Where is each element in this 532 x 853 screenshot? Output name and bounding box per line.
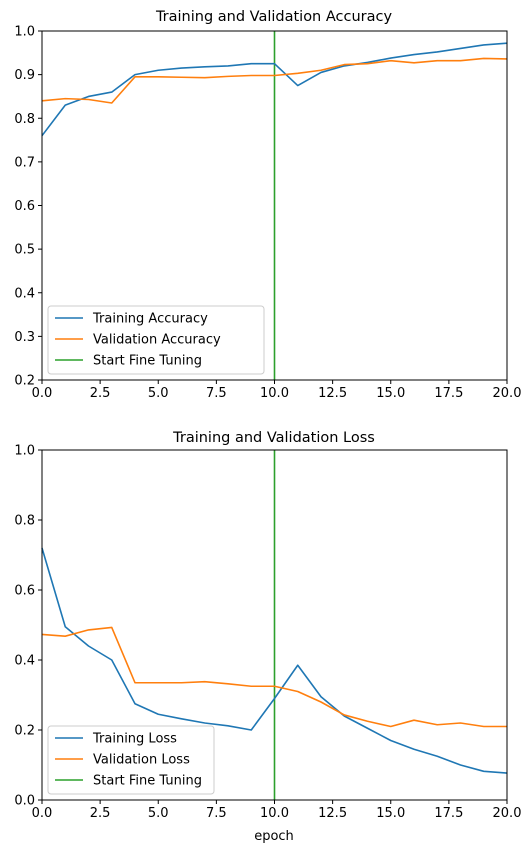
legend: Training Accuracy Validation Accuracy Star… [47,305,265,375]
x-tick-label: 15.0 [376,386,405,401]
legend-box [47,725,215,795]
legend-box [47,305,265,375]
x-tick-label: 2.5 [90,386,111,401]
x-tick-label: 10.0 [260,386,289,401]
x-tick-label: 0.0 [32,806,53,821]
legend-label: Validation Loss [93,753,190,768]
x-tick-label: 0.0 [32,386,53,401]
x-tick-label: 5.0 [148,386,169,401]
x-tick-label: 20.0 [493,386,522,401]
y-tick-label: 0.6 [14,584,35,599]
loss-chart: Training and Validation Loss 0.0 2.5 5.0 7.… [14,430,521,844]
y-tick-label: 0.8 [14,514,35,529]
plot-frame [41,449,508,801]
y-tick-label: 0.9 [14,68,35,83]
y-tick-label: 0.0 [14,794,35,809]
y-tick-label: 0.5 [14,243,35,258]
x-axis-label: epoch [254,829,294,844]
y-tick-label: 0.4 [14,654,35,669]
x-tick-label: 12.5 [318,386,347,401]
x-tick-label: 10.0 [260,806,289,821]
y-tick-label: 1.0 [14,444,35,459]
training-accuracy-line [41,42,508,137]
y-tick-label: 0.2 [14,374,35,389]
x-tick-label: 12.5 [318,806,347,821]
accuracy-chart: Training and Validation Accuracy 0.0 2.5 5… [14,9,521,401]
series-lines [41,42,508,137]
legend-label: Training Loss [92,732,177,747]
y-tick-label: 0.8 [14,112,35,127]
y-tick-label: 0.3 [14,330,35,345]
legend-label: Start Fine Tuning [93,774,202,789]
x-tick-label: 7.5 [206,806,227,821]
series-lines [41,547,508,774]
plot-frame [41,30,508,381]
x-tick-label: 5.0 [148,806,169,821]
x-tick-label: 17.5 [434,386,463,401]
x-tick-label: 7.5 [206,386,227,401]
training-loss-line [41,547,508,774]
legend-label: Start Fine Tuning [93,354,202,369]
x-tick-label: 2.5 [90,806,111,821]
y-tick-label: 0.4 [14,286,35,301]
legend-label: Validation Accuracy [93,333,221,348]
x-tick-label: 15.0 [376,806,405,821]
legend-label: Training Accuracy [92,312,208,327]
y-tick-label: 0.7 [14,155,35,170]
x-tick-label: 17.5 [434,806,463,821]
y-tick-label: 0.6 [14,199,35,214]
x-tick-label: 20.0 [493,806,522,821]
tick-group: 0.0 2.5 5.0 7.5 10.0 12.5 15.0 17.5 20.0 0.0 0.2 0.… [14,444,521,822]
chart-title: Training and Validation Accuracy [155,9,393,25]
y-tick-label: 1.0 [14,25,35,40]
tick-group: 0.0 2.5 5.0 7.5 10.0 12.5 15.0 17.5 20.0 0.2 0.3 0.… [14,25,521,402]
validation-accuracy-line [41,57,508,104]
legend: Training Loss Validation Loss Start Fine T… [47,725,215,795]
y-tick-label: 0.2 [14,724,35,739]
chart-title: Training and Validation Loss [172,430,375,446]
validation-loss-line [41,626,507,728]
